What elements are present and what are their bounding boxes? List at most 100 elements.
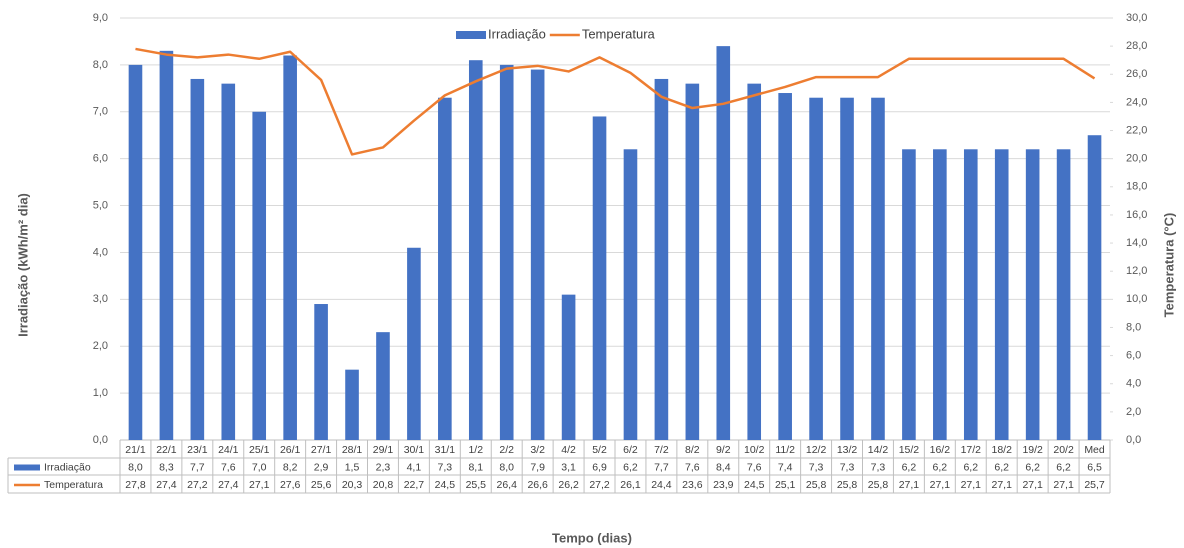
table-value: 27,4 bbox=[156, 479, 177, 491]
y-tick-label: 5,0 bbox=[93, 199, 108, 211]
x-tick-label: 11/2 bbox=[775, 444, 795, 456]
table-value: 20,3 bbox=[342, 479, 363, 491]
x-tick-label: 10/2 bbox=[744, 444, 765, 456]
y2-tick-label: 2,0 bbox=[1126, 406, 1141, 418]
x-tick-label: 23/1 bbox=[187, 444, 208, 456]
y2-tick-label: 12,0 bbox=[1126, 265, 1147, 277]
legend-label: Irradiação bbox=[488, 26, 546, 41]
table-value: 7,3 bbox=[809, 461, 824, 473]
table-value: 4,1 bbox=[407, 461, 422, 473]
table-value: 25,8 bbox=[806, 479, 827, 491]
y2-tick-label: 0,0 bbox=[1126, 434, 1141, 446]
bar bbox=[963, 149, 978, 441]
table-value: 7,6 bbox=[221, 461, 236, 473]
table-value: 7,6 bbox=[747, 461, 762, 473]
table-value: 23,6 bbox=[682, 479, 703, 491]
table-value: 7,3 bbox=[438, 461, 453, 473]
x-tick-label: 19/2 bbox=[1022, 444, 1043, 456]
bar bbox=[159, 50, 174, 440]
bar bbox=[283, 55, 297, 441]
table-value: 6,2 bbox=[1025, 461, 1040, 473]
table-value: 27,1 bbox=[930, 479, 951, 491]
table-value: 24,4 bbox=[651, 479, 672, 491]
table-value: 7,3 bbox=[871, 461, 886, 473]
x-tick-label: 26/1 bbox=[280, 444, 301, 456]
table-value: 27,1 bbox=[992, 479, 1013, 491]
x-tick-label: 30/1 bbox=[404, 444, 425, 456]
bar bbox=[407, 247, 421, 440]
table-value: 6,9 bbox=[592, 461, 607, 473]
x-tick-label: 12/2 bbox=[806, 444, 827, 456]
table-value: 6,2 bbox=[994, 461, 1009, 473]
table-value: 27,1 bbox=[1022, 479, 1043, 491]
bar bbox=[190, 78, 205, 440]
x-tick-label: 16/2 bbox=[930, 444, 951, 456]
table-value: 27,1 bbox=[249, 479, 270, 491]
y2-tick-label: 10,0 bbox=[1126, 293, 1147, 305]
y2-tick-label: 26,0 bbox=[1126, 68, 1147, 80]
table-value: 7,3 bbox=[840, 461, 855, 473]
table-value: 1,5 bbox=[345, 461, 360, 473]
x-tick-label: 14/2 bbox=[868, 444, 889, 456]
table-value: 27,6 bbox=[280, 479, 301, 491]
bar bbox=[716, 46, 731, 441]
bar bbox=[840, 97, 854, 440]
table-value: 27,1 bbox=[961, 479, 982, 491]
x-tick-label: 24/1 bbox=[218, 444, 239, 456]
table-value: 27,1 bbox=[899, 479, 920, 491]
table-value: 27,2 bbox=[187, 479, 208, 491]
table-value: 27,4 bbox=[218, 479, 239, 491]
table-value: 8,3 bbox=[159, 461, 174, 473]
table-value: 8,4 bbox=[716, 461, 731, 473]
bar bbox=[623, 149, 638, 441]
bar bbox=[376, 332, 390, 440]
table-value: 6,2 bbox=[933, 461, 948, 473]
table-value: 26,4 bbox=[497, 479, 518, 491]
x-tick-label: 21/1 bbox=[125, 444, 146, 456]
table-value: 20,8 bbox=[373, 479, 394, 491]
table-value: 26,6 bbox=[527, 479, 548, 491]
y-tick-label: 9,0 bbox=[93, 12, 108, 24]
y-tick-label: 3,0 bbox=[93, 293, 108, 305]
x-tick-label: 8/2 bbox=[685, 444, 700, 456]
bar bbox=[747, 83, 762, 441]
bar bbox=[221, 83, 236, 441]
y-tick-label: 4,0 bbox=[93, 246, 108, 258]
x-tick-label: 2/2 bbox=[499, 444, 514, 456]
y2-tick-label: 8,0 bbox=[1126, 321, 1141, 333]
x-tick-label: 18/2 bbox=[992, 444, 1013, 456]
y2-tick-label: 24,0 bbox=[1126, 96, 1147, 108]
x-tick-label: 29/1 bbox=[373, 444, 394, 456]
y2-tick-label: 4,0 bbox=[1126, 378, 1141, 390]
bar bbox=[314, 304, 328, 440]
x-tick-label: 17/2 bbox=[961, 444, 982, 456]
bar bbox=[1087, 135, 1102, 440]
x-tick-label: Med bbox=[1084, 444, 1105, 456]
bar bbox=[252, 111, 267, 441]
x-tick-label: 22/1 bbox=[156, 444, 177, 456]
y2-axis-title: Temperatura (°C) bbox=[1161, 213, 1176, 318]
table-value: 6,2 bbox=[623, 461, 638, 473]
table-value: 6,2 bbox=[902, 461, 917, 473]
table-value: 6,2 bbox=[963, 461, 978, 473]
legend-key bbox=[456, 31, 486, 39]
bar bbox=[902, 149, 916, 441]
y2-tick-label: 28,0 bbox=[1126, 40, 1147, 52]
x-tick-label: 31/1 bbox=[435, 444, 456, 456]
table-value: 27,2 bbox=[589, 479, 610, 491]
y2-tick-label: 18,0 bbox=[1126, 181, 1147, 193]
table-value: 25,7 bbox=[1084, 479, 1105, 491]
bar bbox=[654, 78, 669, 440]
table-value: 24,5 bbox=[744, 479, 765, 491]
y-tick-label: 8,0 bbox=[93, 59, 108, 71]
y2-tick-label: 16,0 bbox=[1126, 209, 1147, 221]
table-value: 22,7 bbox=[404, 479, 425, 491]
x-tick-label: 15/2 bbox=[899, 444, 920, 456]
y2-tick-label: 22,0 bbox=[1126, 124, 1147, 136]
table-value: 25,8 bbox=[837, 479, 858, 491]
bar bbox=[592, 116, 607, 440]
table-value: 27,8 bbox=[125, 479, 146, 491]
table-series-name: Temperatura bbox=[44, 479, 103, 491]
bar bbox=[685, 83, 700, 441]
